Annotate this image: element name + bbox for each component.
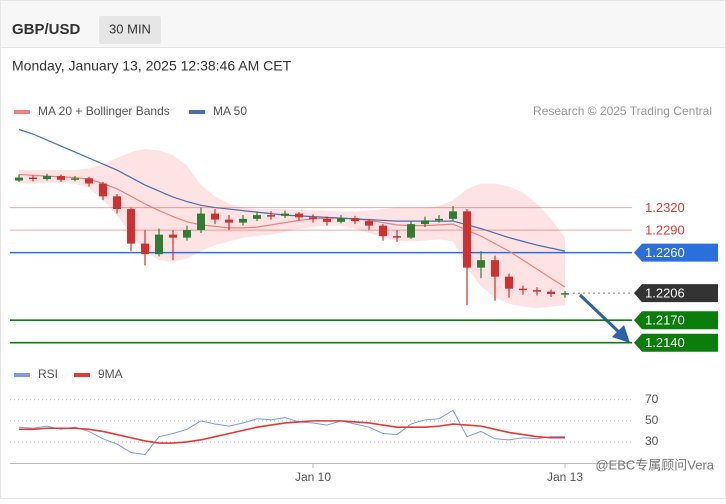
candle-body <box>561 293 569 295</box>
forecast-arrowhead <box>612 325 630 343</box>
candle-body <box>155 234 163 255</box>
candle-body <box>71 178 79 180</box>
legend-label: 9MA <box>98 367 123 381</box>
candle-body <box>253 215 261 219</box>
candle-body <box>309 217 317 219</box>
timestamp: Monday, January 13, 2025 12:38:46 AM CET <box>12 58 292 74</box>
candle-body <box>351 218 359 222</box>
level-label-box <box>634 284 718 303</box>
x-tick-label: Jan 13 <box>547 470 583 484</box>
series-line <box>18 409 565 456</box>
x-tick-label: Jan 10 <box>295 470 331 484</box>
candle-body <box>407 224 415 238</box>
candle-body <box>379 225 387 237</box>
candle-body <box>533 290 541 292</box>
legend-label: MA 20 + Bollinger Bands <box>38 104 170 118</box>
moving-average <box>18 173 566 288</box>
moving-average <box>18 128 566 252</box>
candle-body <box>477 260 485 268</box>
candle-body <box>15 177 23 181</box>
candle-body <box>113 196 121 210</box>
forecast-arrow <box>578 293 624 337</box>
candle-body <box>57 176 65 180</box>
watermark: @EBC专属顾问Vera <box>595 457 714 472</box>
candle-body <box>435 218 443 221</box>
candle-body <box>85 178 93 184</box>
candle-body <box>295 213 303 218</box>
level-label: 1.2260 <box>645 245 685 260</box>
candle-body <box>547 291 555 294</box>
level-label: 1.2170 <box>645 313 685 328</box>
source-note: Research © 2025 Trading Central <box>533 104 712 118</box>
y-tick-label: 30 <box>645 434 659 448</box>
candle-body <box>505 276 513 289</box>
candle-body <box>421 220 429 225</box>
candle-body <box>29 177 37 180</box>
candle-body <box>225 219 233 223</box>
candle-body <box>267 215 275 217</box>
y-tick-label: 50 <box>645 413 659 427</box>
candle-body <box>239 218 247 223</box>
level-label: 1.2140 <box>645 335 685 350</box>
candle-body <box>211 213 219 220</box>
candle-body <box>337 218 345 222</box>
candle-body <box>365 221 373 226</box>
level-label-box <box>634 243 718 262</box>
candle-body <box>43 176 51 180</box>
interval-label[interactable]: 30 MIN <box>109 21 151 36</box>
candle-body <box>519 288 527 291</box>
candle-body <box>183 230 191 238</box>
legend-label: RSI <box>38 367 58 381</box>
y-tick-label: 70 <box>645 392 659 406</box>
candle-body <box>393 236 401 238</box>
candle-body <box>491 260 499 277</box>
level-label: 1.2320 <box>645 200 685 215</box>
candle-body <box>169 234 177 238</box>
symbol-title: GBP/USD <box>12 21 81 38</box>
candle-body <box>463 211 471 268</box>
level-label-box <box>634 311 718 330</box>
candle-body <box>99 183 107 197</box>
series-line <box>19 420 565 444</box>
candle-body <box>323 218 331 222</box>
level-label: 1.2206 <box>645 286 685 301</box>
level-label-box <box>634 333 718 352</box>
legend-label: MA 50 <box>213 104 247 118</box>
candle-body <box>281 213 289 216</box>
candle-body <box>449 211 457 219</box>
candle-body <box>141 243 149 255</box>
bollinger-band <box>19 149 565 309</box>
candle-body <box>197 213 205 231</box>
candle-body <box>127 209 135 244</box>
interval-tab[interactable] <box>99 16 161 44</box>
level-label: 1.2290 <box>645 223 685 238</box>
